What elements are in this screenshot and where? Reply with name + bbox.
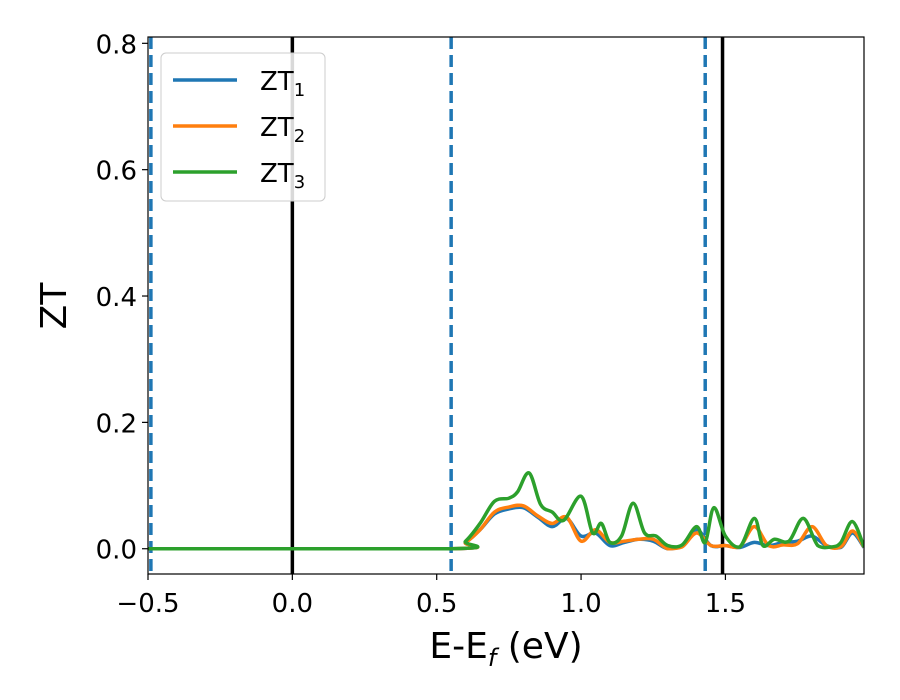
series-line-zt2 xyxy=(148,503,864,551)
x-axis-label: E-Ef (eV) xyxy=(429,626,582,672)
x-tick-label: 1.0 xyxy=(560,589,601,619)
legend-label-zt1: ZT1 xyxy=(260,67,305,101)
legend: ZT1 ZT2 ZT3 xyxy=(160,52,326,202)
x-tick-label: 0.5 xyxy=(416,589,457,619)
series-line-zt3 xyxy=(148,471,864,551)
x-axis-label-unit: (eV) xyxy=(496,626,582,667)
axis-ticks: −0.5 0.0 0.5 1.0 1.5 0.0 0.2 0.4 0.6 0.8 xyxy=(96,30,746,619)
x-tick-label: 1.5 xyxy=(705,589,746,619)
plot-content xyxy=(148,37,864,574)
x-tick-label: −0.5 xyxy=(116,589,179,619)
legend-label-zt2: ZT2 xyxy=(260,113,305,147)
y-tick-label: 0.8 xyxy=(96,30,137,60)
y-tick-label: 0.6 xyxy=(96,157,137,187)
y-tick-label: 0.0 xyxy=(96,536,137,566)
legend-label-zt3: ZT3 xyxy=(260,159,305,193)
x-axis-label-main: E-E xyxy=(429,626,487,667)
y-axis-label: ZT xyxy=(34,282,75,330)
plot-area xyxy=(148,37,864,574)
x-tick-label: 0.0 xyxy=(272,589,313,619)
legend-box xyxy=(160,52,326,202)
y-tick-label: 0.4 xyxy=(96,283,137,313)
y-tick-label: 0.2 xyxy=(96,409,137,439)
plot-frame xyxy=(147,36,865,575)
